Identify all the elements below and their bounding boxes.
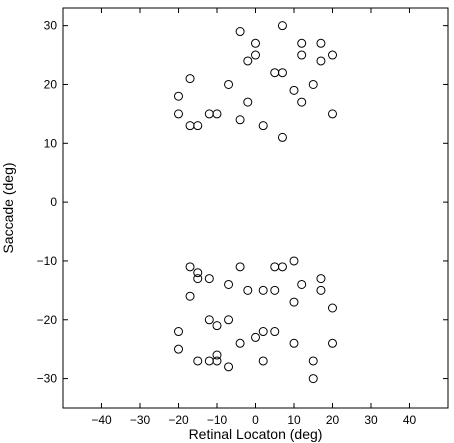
data-point: [185, 291, 195, 301]
data-point: [224, 279, 234, 289]
data-point: [289, 338, 299, 348]
data-point: [258, 121, 268, 131]
data-point: [308, 374, 318, 384]
data-point: [316, 38, 326, 48]
data-point: [224, 315, 234, 325]
data-point: [212, 321, 222, 331]
plot-area: [62, 7, 449, 409]
data-point: [316, 285, 326, 295]
y-tick-label: 0: [50, 195, 57, 209]
data-point: [328, 303, 337, 313]
x-tick-label: 10: [287, 413, 301, 427]
data-point: [174, 327, 183, 337]
x-tick-label: −40: [91, 413, 112, 427]
data-point: [243, 285, 253, 295]
data-point: [243, 97, 253, 107]
data-point: [235, 338, 245, 348]
axis-tick-labels: −40 −30 −20 −10 0 10 20 30 40 −30 −20 −10 0 10 20 30: [37, 19, 417, 427]
data-point: [297, 279, 307, 289]
data-point: [251, 38, 260, 48]
data-point: [235, 27, 245, 37]
data-point: [258, 356, 268, 366]
y-tick-label: −30: [37, 372, 58, 386]
x-tick-label: −10: [207, 413, 228, 427]
data-point: [289, 297, 299, 307]
data-point: [235, 115, 245, 125]
data-point: [193, 268, 203, 278]
data-point: [277, 21, 287, 31]
data-point: [193, 356, 203, 366]
data-points: [174, 21, 337, 384]
data-point: [174, 91, 183, 101]
data-point: [308, 356, 318, 366]
data-point: [251, 50, 260, 60]
data-point: [297, 38, 307, 48]
data-point: [204, 315, 214, 325]
data-point: [174, 344, 183, 354]
y-tick-label: 30: [44, 19, 58, 33]
data-point: [204, 356, 214, 366]
x-tick-label: 30: [364, 413, 378, 427]
y-axis-label: Saccade (deg): [0, 162, 16, 253]
data-point: [289, 85, 299, 95]
axis-ticks: [63, 8, 448, 408]
data-point: [328, 338, 337, 348]
x-tick-label: 40: [403, 413, 417, 427]
y-tick-label: −10: [37, 254, 58, 268]
data-point: [277, 132, 287, 142]
data-point: [224, 79, 234, 89]
x-tick-label: 20: [326, 413, 340, 427]
data-point: [308, 79, 318, 89]
data-point: [328, 50, 337, 60]
data-point: [316, 274, 326, 284]
data-point: [258, 327, 268, 337]
data-point: [193, 121, 203, 131]
data-point: [235, 262, 245, 272]
y-tick-label: 10: [44, 136, 58, 150]
x-tick-label: −20: [168, 413, 189, 427]
data-point: [316, 56, 326, 66]
data-point: [212, 350, 222, 360]
data-point: [204, 274, 214, 284]
data-point: [297, 97, 307, 107]
data-point: [243, 56, 253, 66]
x-axis-label: Retinal Locaton (deg): [189, 426, 323, 442]
data-point: [270, 327, 280, 337]
data-point: [193, 274, 203, 284]
data-point: [277, 262, 287, 272]
data-point: [258, 285, 268, 295]
data-point: [212, 109, 222, 119]
y-tick-label: −20: [37, 313, 58, 327]
data-point: [289, 256, 299, 266]
data-point: [297, 50, 307, 60]
x-tick-label: 0: [252, 413, 259, 427]
data-point: [174, 109, 183, 119]
data-point: [277, 68, 287, 78]
data-point: [251, 332, 260, 342]
data-point: [270, 285, 280, 295]
y-tick-label: 20: [44, 77, 58, 91]
data-point: [328, 109, 337, 119]
data-point: [185, 262, 195, 272]
data-point: [185, 74, 195, 84]
x-tick-label: −30: [130, 413, 151, 427]
data-point: [224, 362, 234, 372]
